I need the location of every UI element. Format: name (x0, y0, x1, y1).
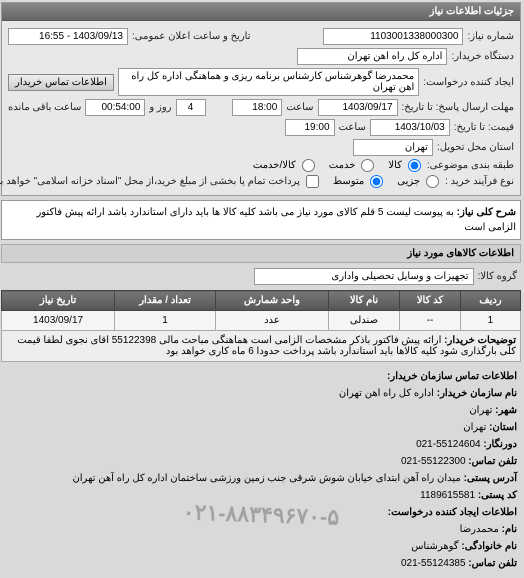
time-label-1: ساعت (287, 102, 314, 113)
table-row[interactable]: 1 -- صندلی عدد 1 1403/09/17 (3, 311, 522, 331)
group-label: گروه کالا: (479, 271, 518, 282)
prov-label: استان: (490, 422, 518, 433)
proc-label: نوع فرآیند خرید : (446, 176, 515, 187)
quote-to-time: 19:00 (286, 119, 336, 136)
cell-qty: 1 (116, 311, 217, 331)
proc-med-radio[interactable] (371, 175, 384, 188)
proc-small-label: جزیی (398, 176, 421, 187)
class-khadamat-radio[interactable] (362, 159, 375, 172)
group-value: تجهیزات و وسایل تحصیلی واداری (255, 268, 475, 285)
pub-date-value: 1403/09/13 - 16:55 (9, 28, 129, 45)
tel1-label: تلفن تماس: (469, 456, 518, 467)
class-label: طبقه بندی موضوعی: (428, 160, 515, 171)
requester-value: محمدرضا گوهرشناس کارشناس برنامه ریزی و ه… (119, 68, 420, 96)
class-kala-radio[interactable] (409, 159, 422, 172)
class-both-label: کالا/خدمت (254, 160, 297, 171)
deadline-from-time: 18:00 (233, 99, 283, 116)
quote-to-label: قیمت: تا تاریخ: (455, 122, 515, 133)
deadline-from-label: مهلت ارسال پاسخ: تا تاریخ: (403, 102, 515, 113)
req-no-value: 1103001338000300 (324, 28, 464, 45)
buyer-dev-label: دستگاه خریدار: (452, 51, 515, 62)
contact-header: اطلاعات تماس سازمان خریدار: (388, 371, 518, 382)
col-unit: واحد شمارش (217, 291, 330, 311)
cell-name: صندلی (329, 311, 400, 331)
col-name: نام کالا (329, 291, 400, 311)
cell-unit: عدد (217, 311, 330, 331)
cell-ridif: 1 (461, 311, 521, 331)
org-value: اداره کل راه اهن تهران (340, 388, 435, 399)
proc-small-radio[interactable] (427, 175, 440, 188)
proc-med-label: متوسط (334, 176, 365, 187)
requester-label: ایجاد کننده درخواست: (424, 77, 515, 88)
cell-code: -- (401, 311, 462, 331)
col-date: تاریخ نیاز (3, 291, 116, 311)
days-remaining: 4 (177, 99, 207, 116)
buyer-dev-value: اداره کل راه اهن تهران (298, 48, 448, 65)
fax-value: 55124604-021 (417, 439, 482, 450)
class-both-radio[interactable] (303, 159, 316, 172)
pub-date-label: تاریخ و ساعت اعلان عمومی: (133, 31, 252, 42)
class-khadamat-label: خدمت (330, 160, 357, 171)
tel2-label: تلفن تماس: (469, 558, 518, 569)
desc-text: به پیوست لیست 5 قلم کالای مورد نیاز می ب… (37, 207, 517, 233)
delivery-value: تهران (354, 139, 434, 156)
items-header: اطلاعات کالاهای مورد نیاز (2, 244, 522, 263)
time-remaining: 00:54:00 (86, 99, 146, 116)
fax-label: دورنگار: (484, 439, 518, 450)
addr-label: آدرس پستی: (465, 473, 518, 484)
post-label: کد پستی: (479, 490, 518, 501)
class-kala-label: کالا (389, 160, 403, 171)
proc-note: پرداخت تمام یا بخشی از مبلغ خرید،از محل … (0, 176, 301, 187)
quote-to-date: 1403/10/03 (371, 119, 451, 136)
post-value: 1189615581 (421, 490, 476, 501)
col-code: کد کالا (401, 291, 462, 311)
description-box: شرح کلی نیاز: به پیوست لیست 5 قلم کالای … (2, 200, 522, 240)
city-value: تهران (470, 405, 493, 416)
days-label: روز و (150, 102, 172, 113)
req-no-label: شماره نیاز: (468, 31, 515, 42)
tel2-value: 55124385-021 (402, 558, 467, 569)
addr-value: میدان راه آهن ابتدای خیابان شوش شرقی جنب… (73, 473, 461, 484)
remain-label: ساعت باقی مانده (9, 102, 82, 113)
items-table: ردیف کد کالا نام کالا واحد شمارش تعداد /… (2, 290, 522, 362)
time-label-2: ساعت (340, 122, 367, 133)
name-label: نام: (503, 524, 518, 535)
notes-row: توضیحات خریدار: ارائه پیش فاکتور باذکر م… (3, 331, 522, 362)
contact-info-button[interactable]: اطلاعات تماس خریدار (9, 74, 115, 91)
tel1-value: 55122300-021 (402, 456, 467, 467)
desc-label: شرح کلی نیاز: (458, 207, 517, 218)
delivery-label: استان محل تحویل: (438, 142, 515, 153)
cell-date: 1403/09/17 (3, 311, 116, 331)
org-label: نام سازمان خریدار: (438, 388, 518, 399)
notes-label: توضیحات خریدار: (445, 335, 517, 346)
proc-treasury-checkbox[interactable] (307, 175, 320, 188)
family-value: گوهرشناس (412, 541, 459, 552)
req-creator-header: اطلاعات ایجاد کننده درخواست: (389, 507, 518, 518)
prov-value: تهران (464, 422, 487, 433)
name-value: محمدرضا (461, 524, 500, 535)
city-label: شهر: (496, 405, 518, 416)
col-ridif: ردیف (461, 291, 521, 311)
deadline-from-date: 1403/09/17 (319, 99, 399, 116)
details-header: جزئیات اطلاعات نیاز (3, 3, 521, 21)
col-qty: تعداد / مقدار (116, 291, 217, 311)
family-label: نام خانوادگی: (462, 541, 518, 552)
notes-text: ارائه پیش فاکتور باذکر مشخصات الزامی است… (18, 335, 517, 357)
